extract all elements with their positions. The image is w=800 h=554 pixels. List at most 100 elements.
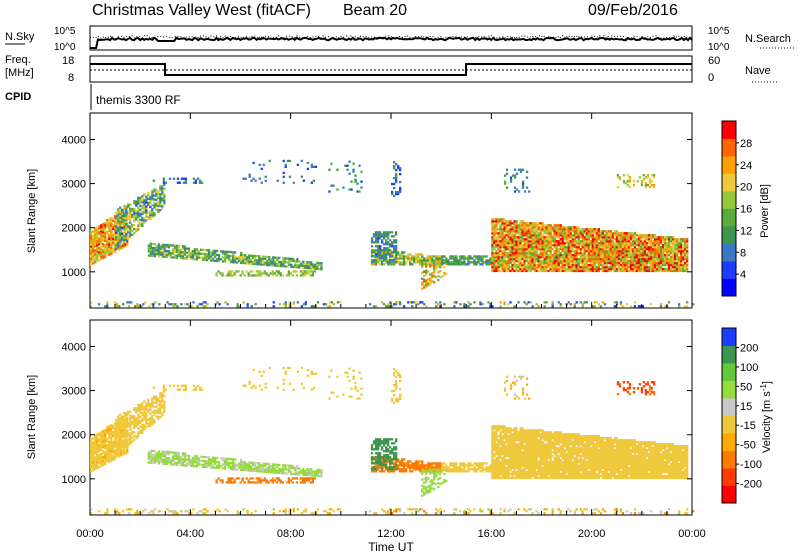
velocity-cell	[209, 464, 213, 467]
power-cell	[579, 234, 582, 237]
velocity-cell	[268, 463, 271, 466]
power-cell	[151, 216, 154, 219]
power-cell	[112, 223, 115, 227]
power-cell	[411, 305, 414, 308]
power-cell	[577, 252, 580, 255]
power-cell	[531, 257, 534, 261]
power-cell	[163, 251, 166, 254]
power-cell	[497, 236, 500, 239]
power-cell	[603, 246, 606, 249]
power-cell	[242, 261, 245, 265]
power-cell	[513, 190, 517, 193]
power-cell	[493, 240, 496, 243]
power-cell	[613, 234, 616, 237]
power-cell	[425, 261, 428, 264]
power-cell	[467, 261, 470, 264]
power-cell	[557, 263, 560, 267]
power-cell	[151, 242, 154, 246]
power-cell	[437, 271, 440, 274]
power-cell	[354, 178, 357, 181]
power-cell	[547, 255, 550, 259]
power-cell	[271, 270, 274, 273]
power-cell	[653, 238, 657, 241]
power-cell	[96, 232, 99, 235]
velocity-cell	[157, 409, 160, 413]
power-cell	[223, 256, 227, 259]
power-cell	[553, 242, 556, 245]
power-cell	[547, 232, 550, 235]
power-cell	[174, 303, 177, 306]
power-cell	[579, 244, 582, 247]
power-cell	[300, 305, 303, 308]
power-cell	[381, 235, 384, 238]
power-cell	[597, 246, 600, 249]
power-cell	[391, 231, 394, 234]
power-cell	[421, 271, 424, 274]
velocity-cell	[98, 448, 101, 451]
power-cell	[123, 214, 126, 218]
velocity-cell	[115, 442, 118, 446]
velocity-cell	[252, 469, 255, 472]
velocity-cell	[197, 463, 201, 466]
power-cell	[615, 232, 618, 235]
power-cell	[131, 233, 134, 236]
power-cell	[215, 249, 219, 253]
power-cell	[244, 258, 247, 261]
power-cell	[136, 303, 139, 306]
power-cell	[119, 216, 122, 219]
velocity-cell	[117, 443, 120, 446]
power-cell	[129, 207, 132, 210]
power-cell	[102, 254, 105, 258]
power-cell	[296, 266, 299, 269]
power-cell	[597, 232, 600, 235]
power-cell	[435, 259, 438, 262]
power-cell	[207, 251, 211, 254]
power-cell	[374, 257, 378, 260]
power-cell	[260, 261, 263, 264]
power-cell	[250, 262, 253, 265]
velocity-cell	[102, 444, 105, 447]
power-cell	[455, 263, 458, 266]
power-cell	[645, 265, 649, 269]
colorbar-tick-label: 20	[740, 182, 752, 194]
power-cell	[573, 240, 576, 243]
power-cell	[651, 240, 655, 243]
power-cell	[657, 254, 661, 257]
power-cell	[145, 209, 148, 212]
velocity-cell	[96, 447, 99, 450]
power-cell	[94, 231, 97, 234]
power-cell	[129, 217, 132, 220]
power-cell	[665, 269, 669, 273]
power-cell	[571, 234, 574, 237]
power-cell	[108, 247, 111, 250]
power-cell	[141, 216, 144, 220]
power-cell	[581, 242, 584, 245]
power-cell	[515, 232, 518, 235]
power-cell	[231, 274, 234, 277]
power-cell	[561, 230, 564, 233]
power-cell	[104, 305, 107, 308]
power-cell	[611, 250, 614, 253]
power-cell	[621, 263, 625, 267]
power-cell	[515, 263, 518, 267]
power-cell	[181, 251, 185, 254]
velocity-cell	[177, 455, 181, 459]
power-cell	[667, 269, 671, 273]
power-cell	[254, 179, 257, 182]
power-cell	[137, 202, 140, 205]
power-cell	[221, 274, 224, 277]
power-cell	[264, 257, 267, 260]
power-cell	[587, 244, 590, 247]
power-cell	[112, 225, 115, 229]
power-cell	[669, 255, 673, 259]
power-cell	[667, 248, 671, 251]
velocity-cell	[167, 451, 171, 454]
power-cell	[665, 257, 669, 261]
power-cell	[537, 261, 540, 265]
velocity-cell	[104, 452, 107, 456]
power-cell	[645, 238, 649, 241]
power-cell	[379, 249, 382, 252]
power-cell	[98, 227, 101, 230]
velocity-cell	[145, 420, 148, 423]
power-cell	[137, 210, 140, 213]
